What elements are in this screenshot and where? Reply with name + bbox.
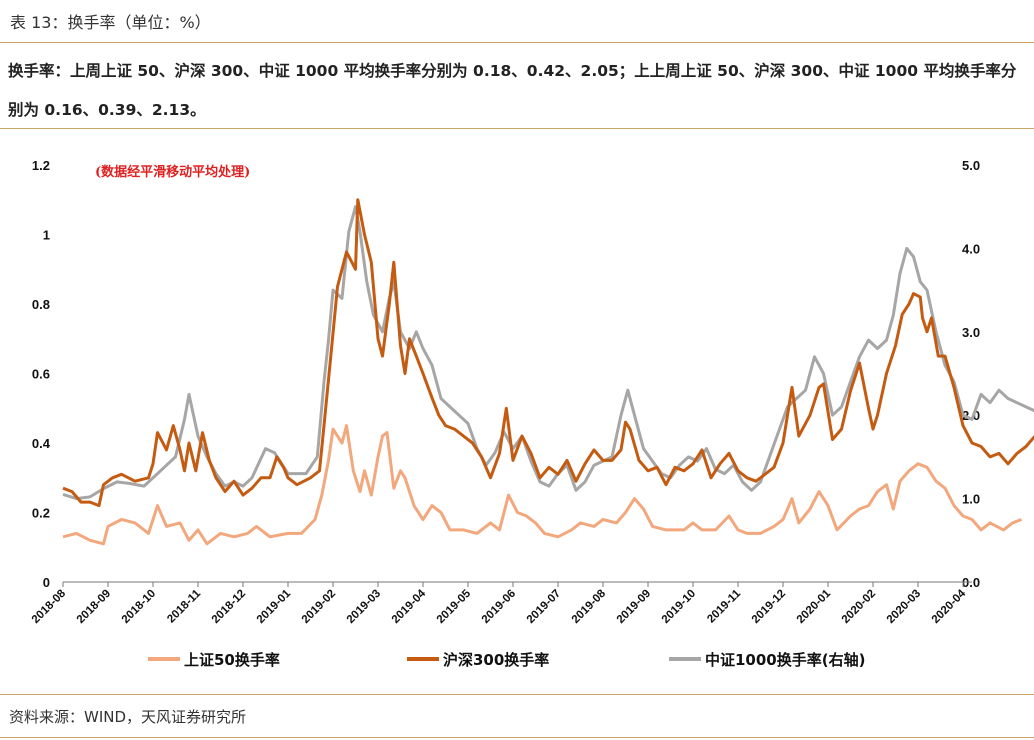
- x-tick-label: 2019-07: [525, 588, 563, 626]
- chart-legend: 上证50换手率 沪深300换手率 中证1000换手率(右轴): [148, 651, 865, 669]
- legend-label: 上证50换手率: [184, 651, 280, 669]
- y-right-tick-label: 3.0: [962, 325, 980, 340]
- legend-label: 沪深300换手率: [443, 651, 549, 669]
- summary-divider: [0, 128, 1034, 129]
- x-tick-label: 2020-02: [840, 588, 878, 626]
- summary-text: 换手率：上周上证 50、沪深 300、中证 1000 平均换手率分别为 0.18…: [8, 62, 1017, 119]
- source-divider-top: [0, 694, 1034, 695]
- chart-annotation: (数据经平滑移动平均处理): [95, 164, 250, 180]
- x-tick-label: 2018-12: [210, 588, 248, 626]
- series-line-0: [62, 424, 1023, 546]
- x-tick-label: 2018-10: [120, 588, 158, 626]
- x-tick-label: 2019-11: [705, 587, 743, 625]
- x-axis: 2018-08 2018-09 2018-10 2018-11 2018-12 2019-…: [30, 581, 972, 626]
- y-left-tick-label: 0.8: [32, 297, 50, 312]
- x-tick-label: 2020-01: [795, 587, 834, 626]
- y-left-tick-label: 1: [43, 228, 50, 243]
- series-line-1: [62, 198, 1034, 508]
- y-left-axis: 0 0.2 0.4 0.6 0.8 1 1.2: [32, 158, 51, 590]
- legend-label: 中证1000换手率(右轴): [705, 651, 865, 669]
- table-title: 表 13：换手率（单位：%）: [10, 13, 211, 32]
- source-note: 资料来源：WIND，天风证券研究所: [9, 708, 247, 726]
- x-tick-label: 2019-04: [390, 587, 429, 626]
- y-left-tick-label: 0.2: [32, 506, 50, 521]
- y-left-tick-label: 0.4: [32, 436, 51, 451]
- y-left-tick-label: 1.2: [32, 158, 50, 173]
- x-tick-label: 2019-09: [615, 588, 653, 626]
- top-divider: [0, 42, 1034, 43]
- x-tick-label: 2019-03: [345, 588, 383, 626]
- x-tick-label: 2020-04: [930, 587, 969, 626]
- y-right-tick-label: 4.0: [962, 241, 980, 256]
- x-tick-label: 2018-09: [75, 588, 113, 626]
- series-layer: [62, 198, 1034, 546]
- x-tick-label: 2018-08: [30, 587, 69, 626]
- y-left-tick-label: 0.6: [32, 367, 50, 382]
- x-tick-label: 2018-11: [165, 587, 203, 625]
- y-right-tick-label: 5.0: [962, 158, 980, 173]
- x-tick-label: 2019-02: [300, 588, 338, 626]
- x-tick-label: 2019-10: [660, 588, 698, 626]
- x-tick-label: 2019-08: [570, 587, 609, 626]
- x-tick-label: 2019-05: [435, 587, 474, 626]
- y-right-tick-label: 1.0: [962, 492, 980, 507]
- x-tick-label: 2019-06: [480, 588, 518, 626]
- bottom-divider: [0, 737, 1034, 738]
- y-left-tick-label: 0: [43, 575, 50, 590]
- x-tick-label: 2019-12: [750, 588, 788, 626]
- x-tick-label: 2020-03: [885, 588, 923, 626]
- x-tick-label: 2019-01: [255, 587, 294, 626]
